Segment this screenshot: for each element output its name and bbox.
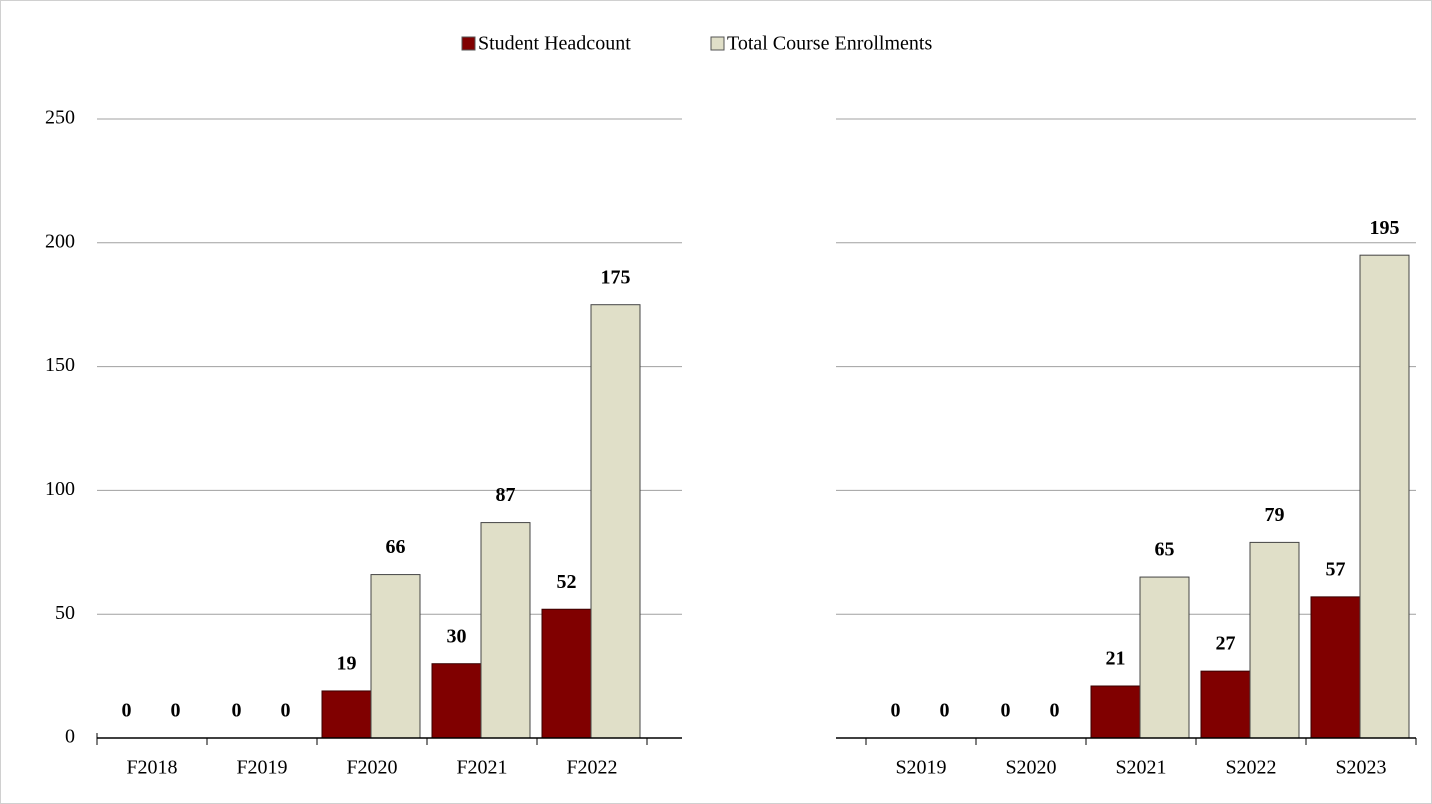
y-tick-label: 50 <box>55 602 75 624</box>
legend-label: Total Course Enrollments <box>727 33 932 55</box>
bar <box>541 608 592 739</box>
x-tick-label: S2023 <box>1335 757 1386 779</box>
value-label: 57 <box>1326 558 1346 580</box>
bar <box>1249 541 1300 739</box>
value-label: 195 <box>1370 217 1400 239</box>
value-label: 0 <box>891 700 901 722</box>
value-label: 65 <box>1155 539 1175 561</box>
value-label: 30 <box>447 625 467 647</box>
bar <box>590 304 641 739</box>
x-tick-label: F2018 <box>126 757 177 779</box>
value-label: 175 <box>601 266 631 288</box>
x-tick-label: S2019 <box>895 757 946 779</box>
bar <box>321 690 372 739</box>
x-tick-label: F2022 <box>566 757 617 779</box>
value-label: 0 <box>940 700 950 722</box>
legend-swatch <box>461 36 476 51</box>
legend-label: Student Headcount <box>478 33 631 55</box>
bar <box>480 522 531 739</box>
bar <box>1200 670 1251 739</box>
value-label: 52 <box>557 571 577 593</box>
x-tick-label: F2020 <box>346 757 397 779</box>
value-label: 0 <box>281 700 291 722</box>
y-tick-label: 150 <box>45 354 75 376</box>
x-tick-label: F2019 <box>236 757 287 779</box>
value-label: 66 <box>386 536 406 558</box>
legend-swatch <box>710 36 725 51</box>
x-tick-label: S2022 <box>1225 757 1276 779</box>
y-tick-label: 100 <box>45 478 75 500</box>
bar <box>1139 576 1190 739</box>
value-label: 79 <box>1265 504 1285 526</box>
y-tick-label: 0 <box>65 726 75 748</box>
bar <box>1090 685 1141 739</box>
value-label: 0 <box>232 700 242 722</box>
value-label: 0 <box>171 700 181 722</box>
x-tick-label: S2021 <box>1115 757 1166 779</box>
bar <box>370 574 421 739</box>
x-tick-label: S2020 <box>1005 757 1056 779</box>
y-tick-label: 200 <box>45 230 75 252</box>
value-label: 0 <box>122 700 132 722</box>
x-tick-label: F2021 <box>456 757 507 779</box>
bar <box>1310 596 1361 739</box>
bar <box>1359 254 1410 739</box>
bar <box>431 663 482 739</box>
value-label: 87 <box>496 484 516 506</box>
y-tick-label: 250 <box>45 107 75 129</box>
value-label: 0 <box>1001 700 1011 722</box>
value-label: 27 <box>1216 633 1236 655</box>
value-label: 19 <box>337 653 357 675</box>
value-label: 21 <box>1106 648 1126 670</box>
value-label: 0 <box>1050 700 1060 722</box>
